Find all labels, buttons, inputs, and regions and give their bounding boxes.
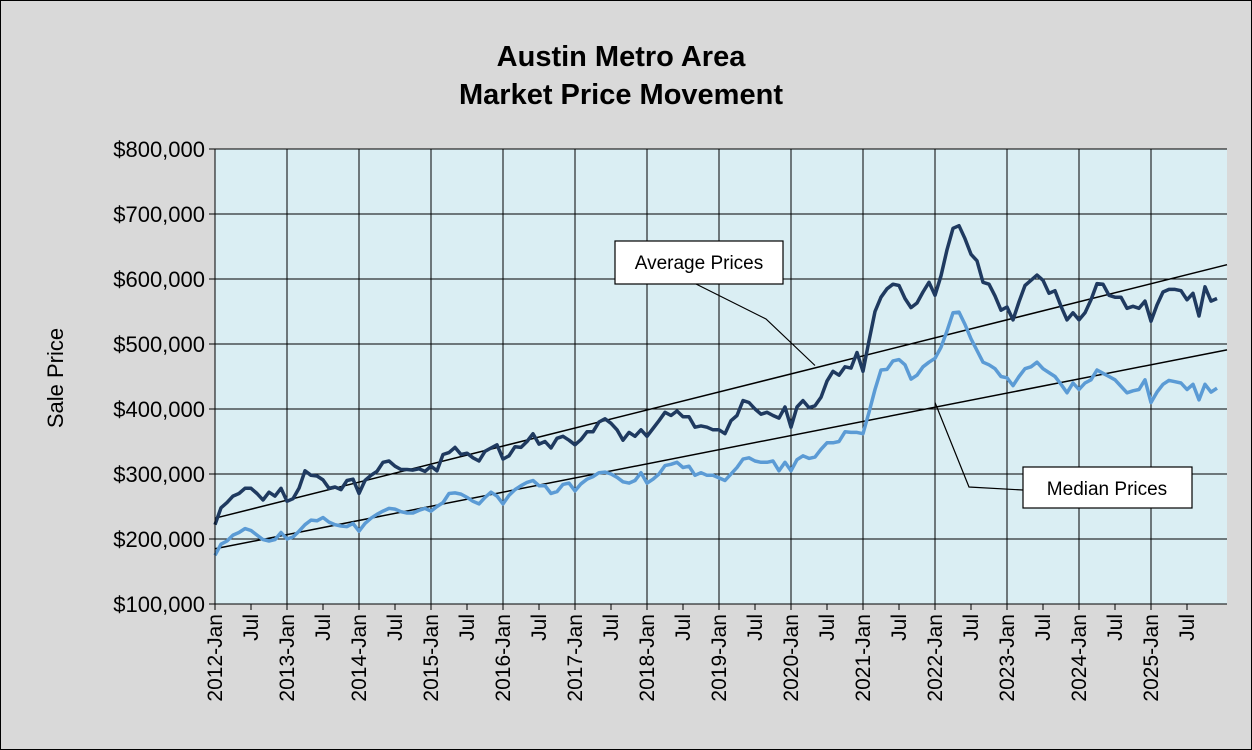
y-tick-labels: $100,000 $200,000 $300,000 $400,000 $500,000…	[113, 137, 205, 617]
callouts: Average Prices Median Prices	[614, 240, 1193, 509]
y-tick-label: $100,000	[113, 592, 205, 617]
x-tick-label: 2012-Jan	[204, 614, 227, 702]
callout-box-average	[614, 240, 784, 285]
callout-leader-average	[689, 280, 816, 366]
x-tick-label: Jul	[960, 614, 983, 641]
trendline	[214, 263, 1228, 519]
x-tick-label: Jul	[312, 614, 335, 641]
x-tick-label: Jul	[1032, 614, 1055, 641]
x-tick-label: 2013-Jan	[276, 614, 299, 702]
y-tick-label: $400,000	[113, 397, 205, 422]
chart-title-line-2: Market Price Movement	[459, 79, 783, 111]
y-tick-label: $700,000	[113, 202, 205, 227]
y-tick-label: $500,000	[113, 332, 205, 357]
x-tick-label: Jul	[600, 614, 623, 641]
x-tick-label: Jul	[888, 614, 911, 641]
series-lines	[213, 223, 1218, 557]
x-tick-label: 2019-Jan	[708, 614, 731, 702]
x-tick-label: 2017-Jan	[564, 614, 587, 702]
x-tick-label: Jul	[528, 614, 551, 641]
chart-title-line-1: Austin Metro Area	[497, 41, 747, 73]
x-tick-label: Jul	[384, 614, 407, 641]
x-tick-label: 2020-Jan	[780, 614, 803, 702]
x-tick-label: Jul	[744, 614, 767, 641]
callout-label-median: Median Prices	[1047, 479, 1167, 500]
x-tick-label: 2021-Jan	[852, 614, 875, 702]
median-price-line	[213, 310, 1218, 557]
x-tick-label: 2023-Jan	[996, 614, 1019, 702]
y-tick-label: $800,000	[113, 137, 205, 162]
average-price-line	[213, 223, 1218, 526]
x-tick-label: 2015-Jan	[420, 614, 443, 702]
x-tick-label: Jul	[1104, 614, 1127, 641]
axes	[209, 148, 1227, 610]
x-tick-label: Jul	[672, 614, 695, 641]
plot-area	[215, 149, 1227, 604]
x-tick-label: Jul	[456, 614, 479, 641]
x-tick-label: 2014-Jan	[348, 614, 371, 702]
callout-label-average: Average Prices	[635, 253, 764, 274]
x-tick-label: 2025-Jan	[1140, 614, 1163, 702]
y-axis-label: Sale Price	[43, 328, 68, 428]
x-tick-label: Jul	[1176, 614, 1199, 641]
x-tick-label: Jul	[240, 614, 263, 641]
y-tick-label: $300,000	[113, 462, 205, 487]
x-tick-label: 2016-Jan	[492, 614, 515, 702]
x-tick-label: 2022-Jan	[924, 614, 947, 702]
x-tick-label: 2018-Jan	[636, 614, 659, 702]
y-tick-label: $200,000	[113, 527, 205, 552]
callout-box-median	[1022, 466, 1193, 509]
x-tick-label: 2024-Jan	[1068, 614, 1091, 702]
callout-leader-median	[934, 402, 1024, 491]
x-tick-label: Jul	[816, 614, 839, 641]
x-tick-labels: 2012-Jan Jul 2013-Jan Jul 2014-Jan Jul 2015-Ja…	[204, 614, 1199, 702]
chart-title: Austin Metro Area Market Price Movement	[459, 41, 783, 111]
y-tick-label: $600,000	[113, 267, 205, 292]
